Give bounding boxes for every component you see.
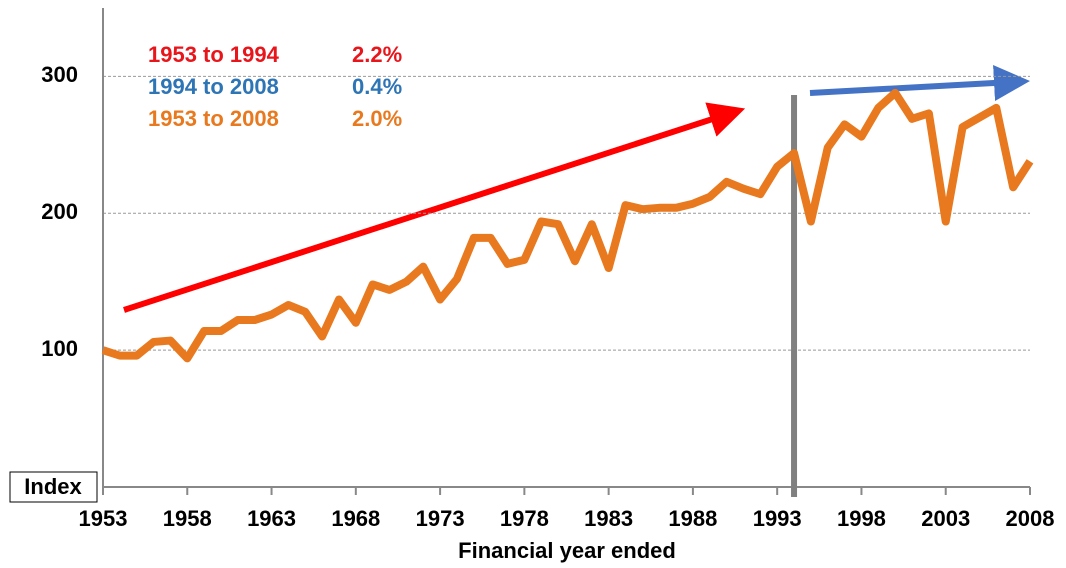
y-tick-label: 200 [41,199,78,224]
x-tick-label: 1968 [331,506,380,531]
data-line [101,88,1034,363]
x-tick-label: 1983 [584,506,633,531]
annotation-period: 1953 to 1994 [148,42,280,67]
x-axis-label: Financial year ended [458,538,676,563]
x-tick-label: 1998 [837,506,886,531]
annotation-period: 1994 to 2008 [148,74,279,99]
y-tick-label: 100 [41,336,78,361]
annotation-period: 1953 to 2008 [148,106,279,131]
ylabel-box [9,471,98,503]
annotation-rate: 0.4% [352,74,402,99]
x-tick-label: 1973 [416,506,465,531]
y-axis-label: Index [24,474,82,499]
x-tick-label: 2008 [1006,506,1055,531]
x-tick-label: 1963 [247,506,296,531]
x-tick-label: 2003 [921,506,970,531]
x-tick-label: 1988 [668,506,717,531]
annotation-rate: 2.0% [352,106,402,131]
y-tick-label: 300 [41,62,78,87]
trend-arrow [809,65,1030,101]
x-tick-label: 1958 [163,506,212,531]
x-tick-label: 1978 [500,506,549,531]
x-tick-label: 1993 [753,506,802,531]
x-tick-label: 1953 [79,506,128,531]
trend-arrow [123,102,746,313]
annotation-rate: 2.2% [352,42,402,67]
